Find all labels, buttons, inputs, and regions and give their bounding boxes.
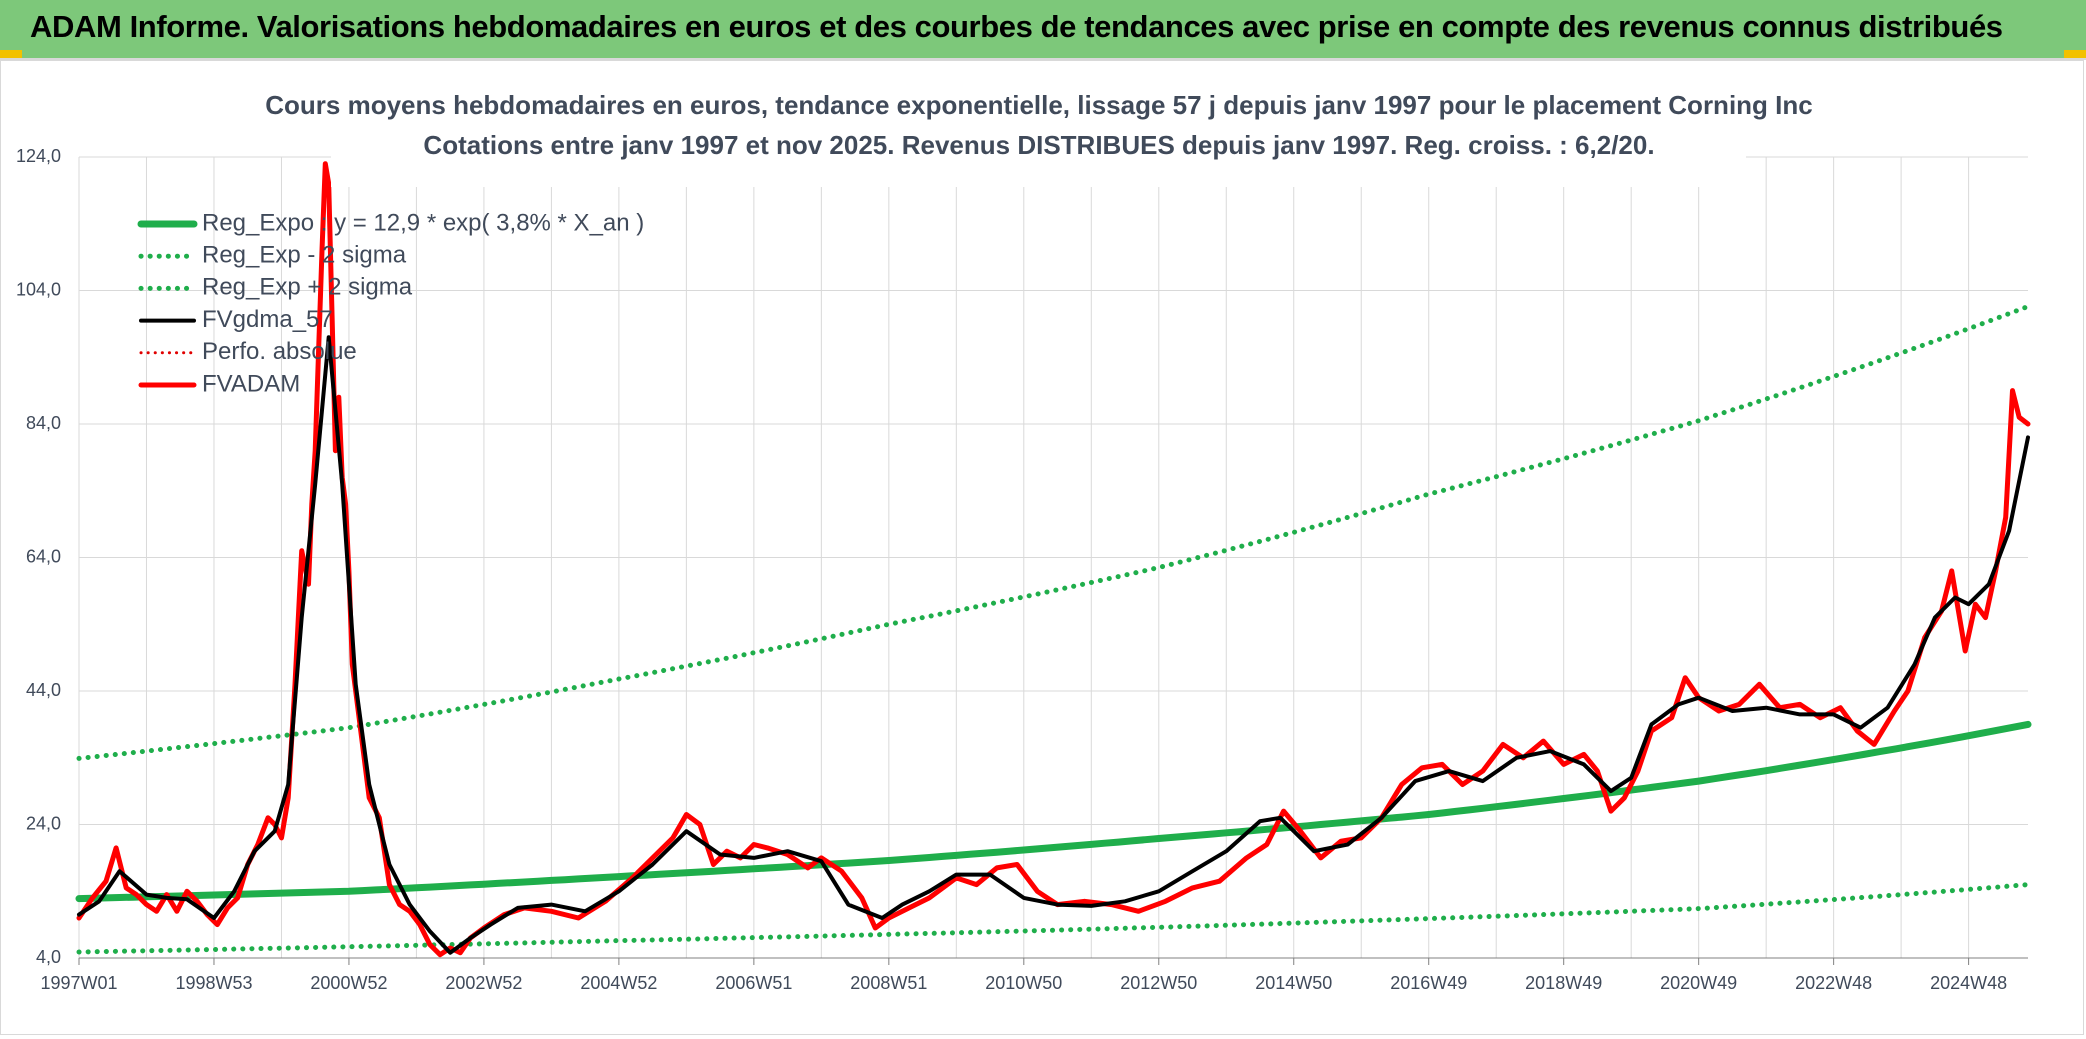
x-tick-label: 2004W52 [580,973,657,993]
page-title: ADAM Informe. Valorisations hebdomadaire… [30,9,2003,44]
legend-label: Reg_Exp - 2 sigma [202,242,407,269]
x-tick-label: 2010W50 [985,973,1062,993]
x-tick-label: 2022W48 [1795,973,1872,993]
series-reg-exp-plus-2-sigma [76,304,2031,761]
banner-corner-left [0,50,22,58]
x-tick-label: 1997W01 [40,973,117,993]
y-tick-label: 24,0 [26,813,61,833]
series-group [75,161,2032,958]
y-tick-label: 64,0 [26,546,61,566]
title-background [331,91,1746,187]
chart-frame: 4,0 24,0 44,0 64,0 84,0 104,0 124,0 1997W01 199… [0,60,2084,1035]
x-tick-label: 2014W50 [1255,973,1332,993]
legend: Reg_Expo : y = 12,9 * exp( 3,8% * X_an )… [137,209,644,397]
legend-label: FVgdma_57 [202,306,333,333]
legend-label: FVADAM [202,370,300,397]
y-tick-label: 124,0 [16,146,61,166]
x-tick-label: 2016W49 [1390,973,1467,993]
legend-label: Perfo. absolue [202,338,357,365]
legend-label: Reg_Exp + 2 sigma [202,274,413,301]
x-tick-label: 2002W52 [445,973,522,993]
chart-subtitle: Cotations entre janv 1997 et nov 2025. R… [423,130,1654,160]
grid-lines [78,156,2028,959]
banner-corner-right [2064,50,2086,58]
x-tick-label: 2006W51 [715,973,792,993]
x-tick-label: 2024W48 [1930,973,2007,993]
y-tick-label: 4,0 [36,947,61,967]
x-axis: 1997W01 1998W53 2000W52 2002W52 2004W52 2006W… [40,957,2028,993]
series-reg-exp-minus-2-sigma [76,882,2031,955]
y-tick-label: 104,0 [16,279,61,299]
header-banner: ADAM Informe. Valorisations hebdomadaire… [0,0,2086,60]
x-tick-label: 2000W52 [310,973,387,993]
chart-title: Cours moyens hebdomadaires en euros, ten… [265,90,1812,120]
series-reg-expo [75,720,2032,903]
series-fvgdma-57 [77,335,2030,955]
x-tick-label: 1998W53 [175,973,252,993]
series-fvadam [76,161,2031,958]
x-tick-label: 2008W51 [850,973,927,993]
y-tick-label: 84,0 [26,413,61,433]
legend-label: Reg_Expo : y = 12,9 * exp( 3,8% * X_an ) [202,209,644,236]
y-tick-label: 44,0 [26,680,61,700]
y-axis: 4,0 24,0 44,0 64,0 84,0 104,0 124,0 [16,146,61,967]
x-tick-label: 2020W49 [1660,973,1737,993]
x-tick-label: 2018W49 [1525,973,1602,993]
x-tick-label: 2012W50 [1120,973,1197,993]
